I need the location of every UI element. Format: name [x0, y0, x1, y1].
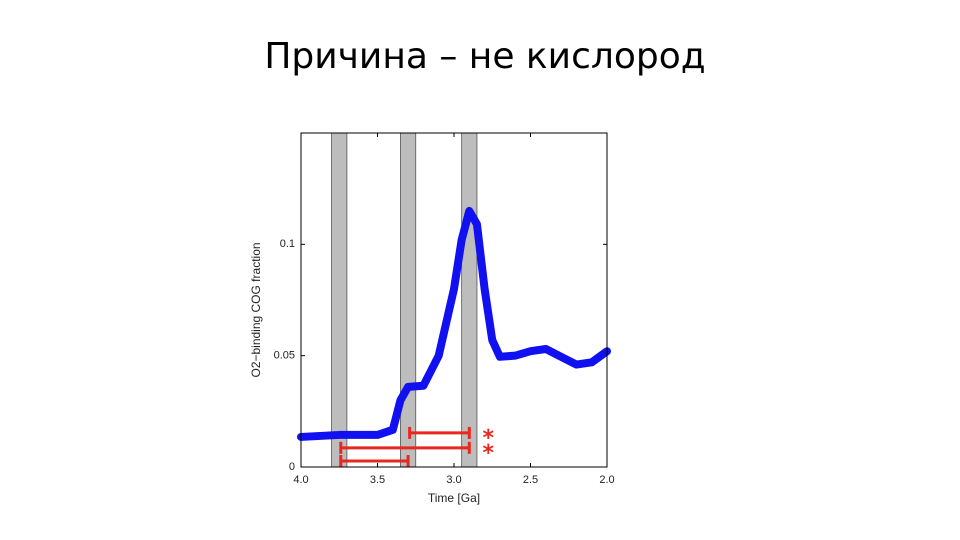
y-tick-label: 0 [289, 461, 295, 473]
slide-title: Причина – не кислород [264, 36, 705, 77]
y-axis-label: O2−binding COG fraction [249, 242, 263, 377]
y-tick-label: 0.1 [280, 238, 295, 250]
annotation: * [483, 441, 495, 466]
x-axis-label: Time [Ga] [428, 491, 480, 505]
y-tick-label: 0.05 [274, 350, 295, 362]
shaded-band [400, 132, 417, 468]
interval [339, 454, 410, 467]
shaded-band [461, 132, 478, 468]
x-tick-label: 4.0 [293, 474, 308, 486]
x-tick-label: 3.0 [446, 474, 461, 486]
annotation: * [483, 426, 495, 451]
x-tick-label: 2.0 [599, 474, 614, 486]
plot-frame [300, 132, 608, 468]
shaded-band [331, 132, 348, 468]
x-tick-label: 2.5 [523, 474, 538, 486]
data-line [297, 206, 611, 441]
interval [339, 441, 471, 454]
interval [408, 426, 471, 439]
x-tick-label: 3.5 [370, 474, 385, 486]
